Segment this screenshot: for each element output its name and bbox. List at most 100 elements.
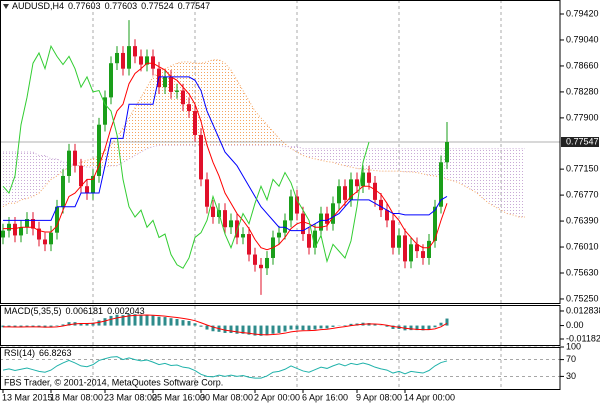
macd-bar (433, 325, 437, 328)
cloud-segment (129, 107, 135, 159)
candle-body (409, 244, 413, 262)
cloud-segment (465, 148, 471, 190)
macd-bar (415, 325, 419, 331)
panel-frame (0, 305, 561, 346)
candle-body (19, 227, 23, 236)
macd-bar (109, 315, 113, 326)
signal-value: 0.002043 (107, 306, 145, 316)
candle-body (223, 210, 227, 228)
cloud-segment (327, 148, 333, 163)
candle-body (439, 162, 443, 207)
candle-body (109, 63, 113, 98)
cloud-segment (417, 148, 423, 174)
cloud-segment (507, 148, 513, 215)
cloud-segment (375, 148, 381, 172)
cloud-segment (141, 87, 147, 153)
macd-bar (181, 320, 185, 326)
candle-body (289, 196, 293, 221)
macd-bar (91, 322, 95, 326)
cloud-segment (39, 155, 45, 194)
macd-bar (349, 323, 353, 326)
candle-body (385, 210, 389, 221)
macd-bar (61, 324, 65, 326)
cloud-segment (297, 146, 303, 156)
cloud-segment (249, 100, 255, 146)
cloud-segment (393, 148, 399, 172)
macd-bar (253, 325, 257, 336)
candle-body (241, 234, 245, 238)
candle-body (361, 172, 365, 187)
indicator-line (3, 76, 448, 232)
rsi-value: 66.8263 (39, 348, 72, 358)
candle-body (103, 97, 107, 125)
macd-bar (229, 325, 233, 333)
cloud-segment (147, 76, 153, 149)
candle-body (37, 228, 41, 240)
rsi-line (2, 356, 448, 379)
y-tick-label: 0.79040 (566, 34, 599, 44)
candle-body (187, 104, 191, 112)
candle-body (307, 234, 311, 248)
candle-body (199, 134, 203, 180)
cloud-segment (495, 148, 501, 211)
macd-bar (313, 325, 317, 330)
macd-bar (19, 325, 23, 327)
cloud-segment (255, 111, 261, 146)
cloud-segment (213, 59, 219, 146)
macd-bar (259, 325, 263, 336)
y-tick-label: 0.00 (566, 320, 584, 330)
macd-bar (175, 318, 179, 326)
candle-body (397, 235, 401, 248)
candle-body (79, 165, 83, 187)
cloud-segment (225, 63, 231, 146)
cloud-segment (45, 155, 51, 187)
candle-body (247, 234, 251, 255)
cloud-segment (219, 59, 225, 146)
macd-bar (151, 315, 155, 326)
current-price-box (561, 137, 599, 148)
candle-body (421, 251, 425, 258)
candle-body (91, 175, 95, 194)
cloud-segment (27, 152, 33, 199)
candle-body (415, 244, 419, 252)
candle-body (163, 76, 167, 88)
candle-body (151, 56, 155, 69)
cloud-segment (369, 148, 375, 171)
cloud-segment (291, 146, 297, 153)
cloud-segment (207, 59, 213, 146)
y-tick-label: 30 (566, 371, 576, 381)
macd-bar (163, 317, 167, 326)
cloud-segment (9, 152, 15, 204)
candle-body (1, 230, 5, 238)
cloud-segment (171, 63, 177, 146)
cloud-segment (87, 158, 93, 168)
cloud-segment (363, 148, 369, 170)
macd-bar (169, 318, 173, 326)
x-tick-label: 13 Mar 2015 (2, 392, 53, 402)
macd-bar (49, 325, 53, 328)
cloud-segment (111, 137, 117, 166)
macd-bar (139, 314, 143, 326)
symbol-icon (3, 4, 9, 9)
y-tick-label: 70 (566, 354, 576, 364)
candle-body (31, 219, 35, 229)
macd-bar (247, 325, 251, 335)
macd-bar (319, 325, 323, 329)
candle-body (301, 213, 305, 235)
symbol: AUDUSD,H4 (12, 1, 64, 11)
candle-body (265, 257, 269, 269)
cloud-segment (105, 145, 111, 168)
macd-bar (289, 325, 293, 330)
cloud-segment (423, 148, 429, 176)
bar-open: 0.77603 (68, 1, 101, 11)
cloud-segment (57, 158, 63, 176)
y-tick-label: 0.76390 (566, 215, 599, 225)
macd-bar (55, 325, 59, 327)
candle-body (169, 76, 173, 92)
candle-body (205, 179, 209, 207)
x-tick-label: 30 Mar 08:00 (200, 392, 253, 402)
cloud-segment (501, 148, 507, 214)
macd-bar (79, 323, 83, 326)
